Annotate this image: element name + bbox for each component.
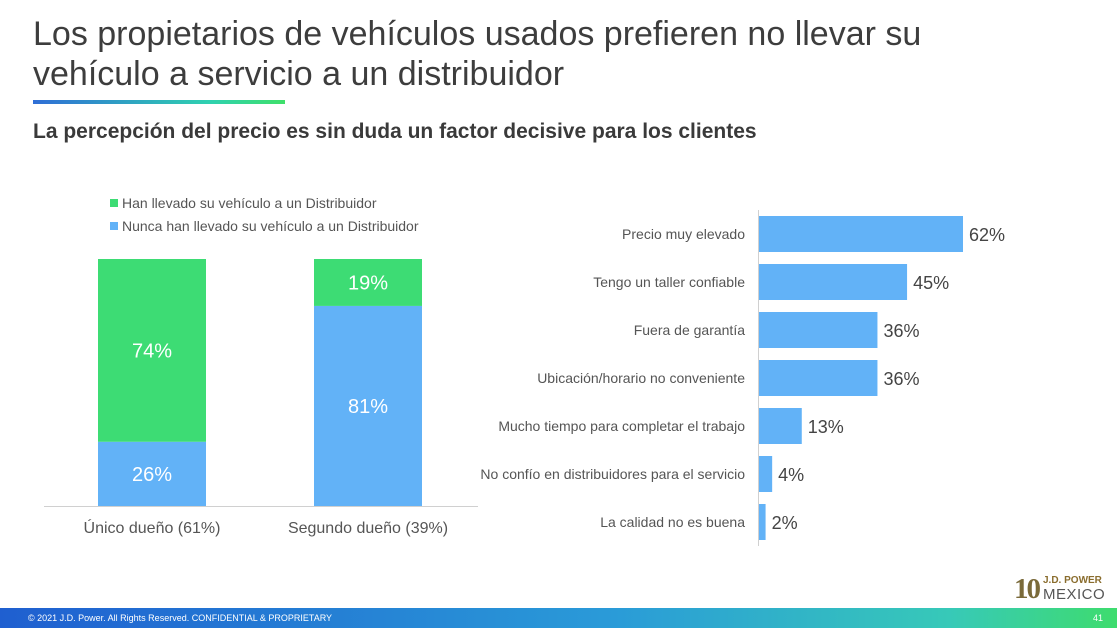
page-number: 41 [1092,613,1103,623]
data-label: 19% [348,272,388,294]
bar-segment-dealer [98,259,206,442]
data-label: 74% [132,340,172,362]
category-label: Precio muy elevado [622,226,745,242]
legend-item-dealer: Han llevado su vehículo a un Distribuido… [110,191,419,214]
data-label: 13% [808,417,844,437]
legend-label-dealer: Han llevado su vehículo a un Distribuido… [122,194,377,211]
data-label: 4% [778,465,804,485]
data-label: 26% [132,464,172,486]
x-tick-label: Segundo dueño (39%) [288,520,448,537]
bar-segment-never-dealer [314,305,422,506]
legend-label-never-dealer: Nunca han llevado su vehículo a un Distr… [122,217,419,234]
data-label: 36% [883,321,919,341]
data-label: 81% [348,396,388,418]
category-label: La calidad no es buena [600,514,745,530]
data-label: 2% [772,513,798,533]
hbar [759,456,773,492]
legend-swatch-green [110,198,118,207]
footer-copyright: © 2021 J.D. Power. All Rights Reserved. … [28,613,333,623]
category-label: No confío en distribuidores para el serv… [480,466,745,482]
category-label: Fuera de garantía [634,322,746,338]
slide-title: Los propietarios de vehículos usados pre… [33,15,922,93]
data-label: 45% [913,273,949,293]
logo-country: MEXICO [1043,586,1106,603]
slide-subtitle: La percepción del precio es sin duda un … [33,120,757,143]
bar-segment-never-dealer [98,441,206,506]
category-label: Mucho tiempo para completar el trabajo [498,418,745,434]
data-label: 36% [883,369,919,389]
hbar [759,504,766,540]
logo-brand: J.D. POWER [1043,575,1102,586]
category-label: Tengo un taller confiable [593,274,745,290]
hbar [759,216,963,252]
hbar [759,360,878,396]
category-label: Ubicación/horario no conveniente [537,370,745,386]
legend-item-never-dealer: Nunca han llevado su vehículo a un Distr… [110,214,419,237]
chart-legend: Han llevado su vehículo a un Distribuido… [110,191,419,237]
bar-segment-dealer [314,259,422,306]
data-label: 62% [969,225,1005,245]
title-underline [33,100,285,104]
logo-number: 10 [1014,573,1041,605]
x-tick-label: Único dueño (61%) [84,518,221,537]
hbar [759,408,802,444]
legend-swatch-blue [110,221,118,230]
hbar [759,312,878,348]
footer-bar: © 2021 J.D. Power. All Rights Reserved. … [0,608,1117,628]
hbar [759,264,908,300]
